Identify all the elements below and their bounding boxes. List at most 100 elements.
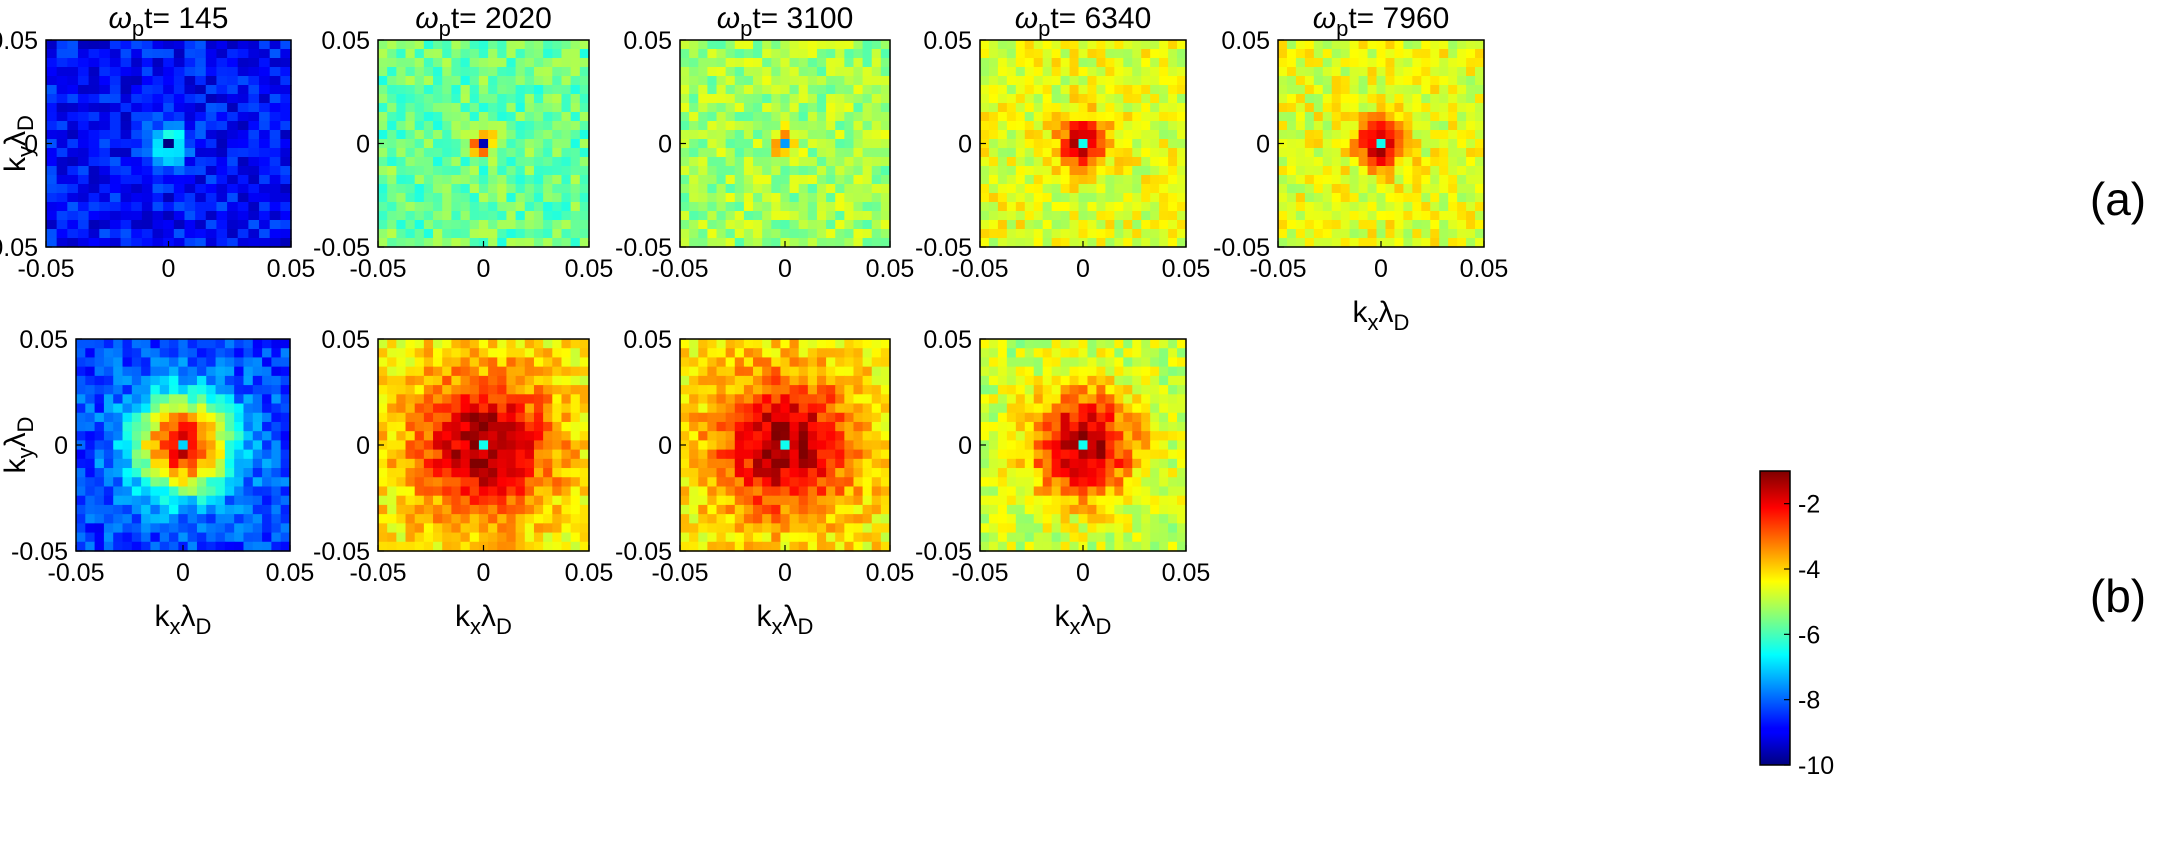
heatmap-cell [1024, 541, 1035, 552]
heatmap-cell [442, 130, 452, 140]
heatmap-cell [579, 357, 590, 368]
heatmap-cell [77, 40, 90, 50]
heatmap-cell [753, 157, 763, 167]
heatmap-cell [1114, 412, 1124, 423]
heatmap-cell [871, 375, 882, 386]
heatmap-cell [734, 58, 745, 68]
heatmap-cell [524, 385, 535, 395]
heatmap-cell [1322, 157, 1333, 167]
heatmap-cell [1105, 366, 1115, 377]
heatmap-cell [451, 184, 462, 194]
x-tick-label: 0 [1374, 255, 1388, 283]
heatmap-cell [488, 412, 498, 423]
heatmap-cell [1114, 541, 1124, 552]
heatmap-cell [853, 486, 864, 497]
x-axis-label: kxλD [155, 600, 212, 639]
heatmap-cell [716, 139, 727, 149]
heatmap-cell [680, 202, 690, 212]
heatmap-cell [1096, 458, 1106, 469]
heatmap-cell [196, 523, 207, 534]
heatmap-cell [561, 495, 572, 506]
heatmap-cell [1006, 339, 1017, 349]
heatmap-cell [205, 49, 218, 59]
heatmap-cell [725, 166, 736, 176]
heatmap-cell [469, 238, 480, 248]
heatmap-cell [497, 468, 508, 478]
heatmap-cell [469, 139, 480, 149]
heatmap-cell [816, 148, 827, 158]
heatmap-cell [1087, 220, 1098, 230]
heatmap-cell [707, 440, 718, 451]
heatmap-cell [997, 184, 1008, 194]
heatmap-cell [184, 193, 196, 203]
heatmap-cell [1105, 504, 1115, 515]
heatmap-cell [414, 49, 425, 59]
heatmap-cell [1033, 431, 1044, 441]
heatmap-cell [152, 130, 164, 140]
heatmap-cell [743, 523, 754, 534]
heatmap-cell [67, 229, 79, 239]
heatmap-cell [1105, 130, 1115, 140]
heatmap-cell [579, 440, 590, 451]
heatmap-cell [85, 357, 96, 368]
heatmap-cell [734, 238, 745, 248]
heatmap-cell [215, 532, 226, 543]
heatmap-cell [707, 394, 718, 405]
heatmap-cell [707, 532, 718, 543]
heatmap-cell [579, 421, 590, 432]
heatmap-cell [1105, 175, 1115, 185]
heatmap-cell [543, 139, 553, 149]
heatmap-cell [1024, 112, 1035, 122]
heatmap-cell [579, 166, 590, 176]
heatmap-cell [169, 449, 179, 460]
heatmap-cell [743, 412, 754, 423]
heatmap-cell [716, 238, 727, 248]
heatmap-cell [1278, 229, 1288, 239]
heatmap-cell [826, 403, 836, 414]
heatmap-cell [1069, 486, 1080, 497]
heatmap-cell [1286, 220, 1297, 230]
heatmap-cell [196, 495, 207, 506]
heatmap-cell [743, 85, 754, 95]
heatmap-cell [423, 504, 434, 515]
heatmap-cell [1439, 139, 1449, 149]
heatmap-cell [853, 166, 864, 176]
heatmap-cell [1403, 40, 1413, 50]
heatmap-cell [178, 431, 189, 441]
heatmap-cell [1078, 112, 1089, 122]
heatmap-cell [451, 49, 462, 59]
heatmap-cell [1123, 403, 1133, 414]
heatmap-cell [252, 486, 263, 497]
heatmap-cell [570, 157, 581, 167]
heatmap-cell [280, 202, 292, 212]
heatmap-cell [561, 121, 572, 131]
heatmap-cell [533, 130, 544, 140]
heatmap-cell [515, 431, 526, 441]
heatmap-cell [1150, 229, 1160, 239]
heatmap-cell [187, 486, 198, 497]
heatmap-cell [1177, 348, 1187, 359]
heatmap-cell [1015, 157, 1026, 167]
heatmap-cell [1331, 49, 1342, 59]
heatmap-cell [387, 421, 397, 432]
heatmap-cell [543, 375, 553, 386]
heatmap-cell [163, 94, 175, 104]
heatmap-cell [698, 449, 708, 460]
heatmap-cell [478, 175, 489, 185]
heatmap-cell [816, 523, 827, 534]
heatmap-cell [1349, 157, 1360, 167]
heatmap-cell [533, 394, 544, 405]
heatmap-cell [997, 220, 1008, 230]
heatmap-cell [215, 403, 226, 414]
heatmap-cell [743, 148, 754, 158]
heatmap-cell [506, 394, 517, 405]
heatmap-cell [1141, 220, 1151, 230]
heatmap-cell [1403, 211, 1413, 221]
heatmap-cell [789, 184, 800, 194]
heatmap-cell [780, 532, 791, 543]
heatmap-cell [414, 229, 425, 239]
heatmap-cell [689, 121, 699, 131]
heatmap-cell [152, 184, 164, 194]
heatmap-cell [807, 202, 818, 212]
heatmap-cell [1278, 94, 1288, 104]
